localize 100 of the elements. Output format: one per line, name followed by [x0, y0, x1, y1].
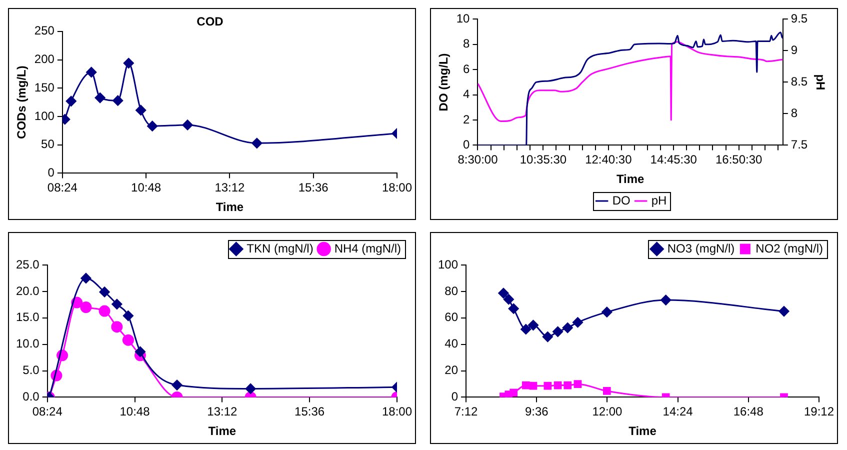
point — [172, 380, 182, 390]
y-tick-label: 80 — [444, 284, 458, 298]
y2-tick-label: 9 — [790, 43, 798, 58]
point — [520, 324, 532, 334]
x-tick-label: 13:12 — [214, 180, 246, 195]
y-tick-label: 150 — [34, 80, 55, 94]
point — [554, 381, 562, 390]
y2-tick-label: 8 — [790, 106, 798, 120]
point — [574, 380, 582, 388]
y-tick-label: 0 — [451, 390, 458, 404]
point — [99, 286, 110, 298]
point — [562, 322, 573, 334]
x-tick-label: 15:36 — [298, 180, 329, 195]
x-tick-label: 14:45:30 — [650, 152, 698, 167]
point — [542, 332, 553, 342]
x-tick-label: 18:00 — [382, 404, 412, 419]
x-tick-label: 14:24 — [662, 404, 694, 419]
y-tick-label: 2 — [463, 112, 470, 126]
point — [660, 294, 672, 306]
point — [122, 334, 134, 346]
point — [66, 96, 76, 106]
y-tick-label: 60 — [444, 310, 458, 324]
y-tick-label: 15.0 — [16, 310, 40, 324]
x-tick-label: 9:36 — [524, 404, 549, 419]
point — [529, 382, 538, 390]
legend-label: NO3 (mgN/l) — [667, 241, 735, 256]
chart-title: COD — [196, 14, 224, 29]
point — [528, 320, 538, 330]
point — [98, 305, 110, 317]
x-tick-label: 7:12 — [454, 404, 478, 419]
point — [602, 387, 611, 395]
y-tick-label: 8 — [463, 36, 470, 51]
x-tick-label: 10:35:30 — [520, 152, 567, 167]
point — [510, 388, 518, 397]
y-tick-label: 250 — [34, 24, 55, 38]
x-tick-label: 18:00 — [382, 180, 412, 195]
point — [136, 104, 146, 116]
y-tick-label: 200 — [34, 52, 55, 66]
y-tick-label: 10 — [456, 12, 470, 26]
x-tick-label: 19:12 — [804, 404, 834, 419]
y-tick-label: 100 — [34, 108, 55, 123]
y-axis-title: DO (mg/L) — [436, 53, 451, 112]
point — [508, 303, 519, 314]
x-tick-label: 16:48 — [733, 404, 764, 419]
y-tick-label: 6 — [463, 62, 470, 76]
point — [182, 120, 193, 130]
y-tick-label: 0 — [48, 166, 55, 180]
x-axis-title: Time — [208, 424, 236, 438]
x-tick-label: 08:24 — [32, 404, 63, 419]
x-tick-label: 8:30:00 — [458, 152, 498, 167]
x-axis-title: Time — [616, 172, 645, 186]
x-tick-label: 08:24 — [47, 180, 78, 195]
point — [111, 321, 123, 333]
point — [147, 120, 158, 132]
x-axis-title: Time — [628, 424, 657, 438]
x-tick-label: 15:36 — [294, 404, 325, 419]
point — [94, 92, 106, 104]
y-tick-label: 0 — [463, 138, 470, 152]
point — [80, 302, 92, 314]
legend-label: NO2 (mgN/l) — [756, 241, 824, 256]
legend-label: DO — [612, 193, 630, 208]
legend-label: TKN (mgN/l) — [246, 241, 314, 256]
x-axis-title: Time — [216, 200, 244, 214]
point — [564, 381, 572, 390]
point — [552, 326, 564, 337]
x-tick-label: 10:48 — [131, 180, 162, 195]
x-tick-label: 16:50:30 — [715, 152, 763, 167]
y2-tick-label: 8.5 — [790, 74, 808, 89]
point — [602, 306, 612, 318]
y-tick-label: 40 — [444, 336, 458, 351]
point — [80, 272, 92, 284]
legend-label: pH — [651, 193, 667, 208]
y2-tick-label: 7.5 — [790, 138, 808, 152]
y-tick-label: 50 — [41, 137, 55, 152]
y-tick-label: 20 — [444, 363, 458, 378]
x-tick-label: 12:40:30 — [585, 152, 632, 167]
point — [112, 95, 124, 106]
x-tick-label: 10:48 — [120, 404, 150, 419]
line-series — [478, 41, 783, 122]
point — [134, 346, 146, 357]
y-tick-label: 4 — [463, 87, 470, 102]
y-tick-label: 25.0 — [16, 257, 40, 272]
point — [245, 383, 256, 394]
y2-axis-title: pH — [813, 74, 828, 90]
y-tick-label: 10.0 — [16, 336, 40, 351]
point — [522, 381, 530, 390]
y-tick-label: 100 — [438, 257, 458, 272]
point — [86, 66, 97, 78]
y-axis-title: CODs (mg/L) — [14, 66, 29, 139]
y-tick-label: 20.0 — [16, 284, 40, 298]
point — [252, 138, 262, 148]
point — [544, 382, 552, 390]
x-tick-label: 12:00 — [592, 404, 623, 419]
legend-label: NH4 (mgN/l) — [334, 241, 402, 256]
y-tick-label: 0.0 — [22, 390, 40, 404]
point — [498, 288, 509, 298]
point — [122, 310, 134, 322]
point — [572, 317, 583, 328]
y-tick-label: 5.0 — [22, 363, 40, 378]
y2-tick-label: 9.5 — [790, 12, 808, 26]
